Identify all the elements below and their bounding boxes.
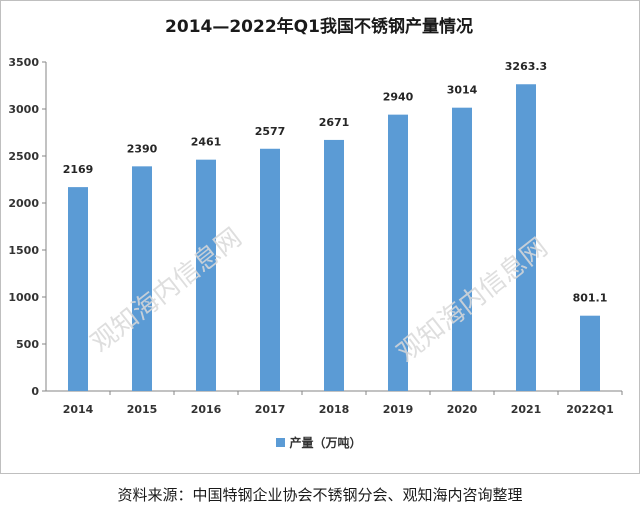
bar [324, 139, 344, 391]
y-tick-label: 1500 [8, 244, 39, 257]
data-label: 2169 [63, 163, 94, 176]
data-label: 3263.3 [505, 60, 547, 73]
bar [388, 114, 408, 391]
legend: 产量（万吨） [0, 434, 638, 451]
data-label: 801.1 [573, 292, 608, 305]
y-tick-label: 3000 [8, 103, 39, 116]
bar [196, 159, 216, 391]
x-tick-label: 2016 [191, 403, 222, 416]
x-tick-label: 2019 [383, 403, 414, 416]
x-tick-label: 2015 [127, 403, 158, 416]
bar [260, 148, 280, 391]
y-tick-label: 500 [16, 338, 39, 351]
y-tick-label: 3500 [8, 56, 39, 69]
x-tick-label: 2021 [511, 403, 542, 416]
bar [68, 187, 88, 391]
data-label: 2390 [127, 142, 158, 155]
data-label: 3014 [447, 84, 478, 97]
data-label: 2577 [255, 125, 286, 138]
bar [132, 166, 152, 391]
data-label: 2461 [191, 136, 222, 149]
x-tick-label: 2014 [63, 403, 94, 416]
y-tick-label: 2000 [8, 197, 39, 210]
x-tick-label: 2022Q1 [566, 403, 614, 416]
data-label: 2940 [383, 91, 414, 104]
y-tick-label: 0 [31, 385, 39, 398]
x-tick-label: 2017 [255, 403, 286, 416]
y-tick-label: 1000 [8, 291, 39, 304]
x-tick-label: 2020 [447, 403, 478, 416]
legend-swatch [276, 438, 286, 447]
y-tick-label: 2500 [8, 150, 39, 163]
bar [452, 107, 472, 392]
bar [580, 315, 600, 391]
chart-title: 2014—2022年Q1我国不锈钢产量情况 [165, 17, 473, 37]
data-label: 2671 [319, 116, 350, 129]
bar [516, 84, 536, 391]
legend-label: 产量（万吨） [289, 436, 362, 450]
x-tick-label: 2018 [319, 403, 350, 416]
source-note: 资料来源：中国特钢企业协会不锈钢分会、观知海内咨询整理 [117, 486, 523, 504]
